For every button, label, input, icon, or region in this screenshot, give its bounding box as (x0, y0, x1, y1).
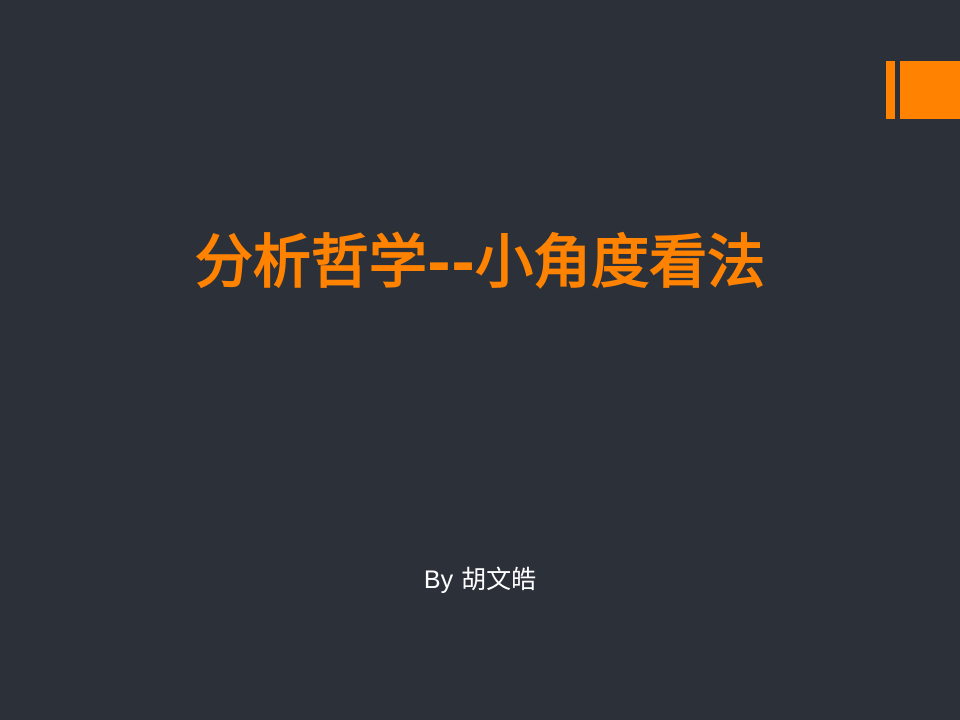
author-name: 胡文皓 (461, 566, 537, 594)
subtitle-prefix: By (423, 566, 454, 594)
accent-bar-thin (886, 61, 895, 119)
slide-title: 分析哲学--小角度看法 (194, 228, 766, 296)
accent-bar-thick (900, 61, 960, 119)
slide-subtitle: By 胡文皓 (0, 563, 960, 597)
